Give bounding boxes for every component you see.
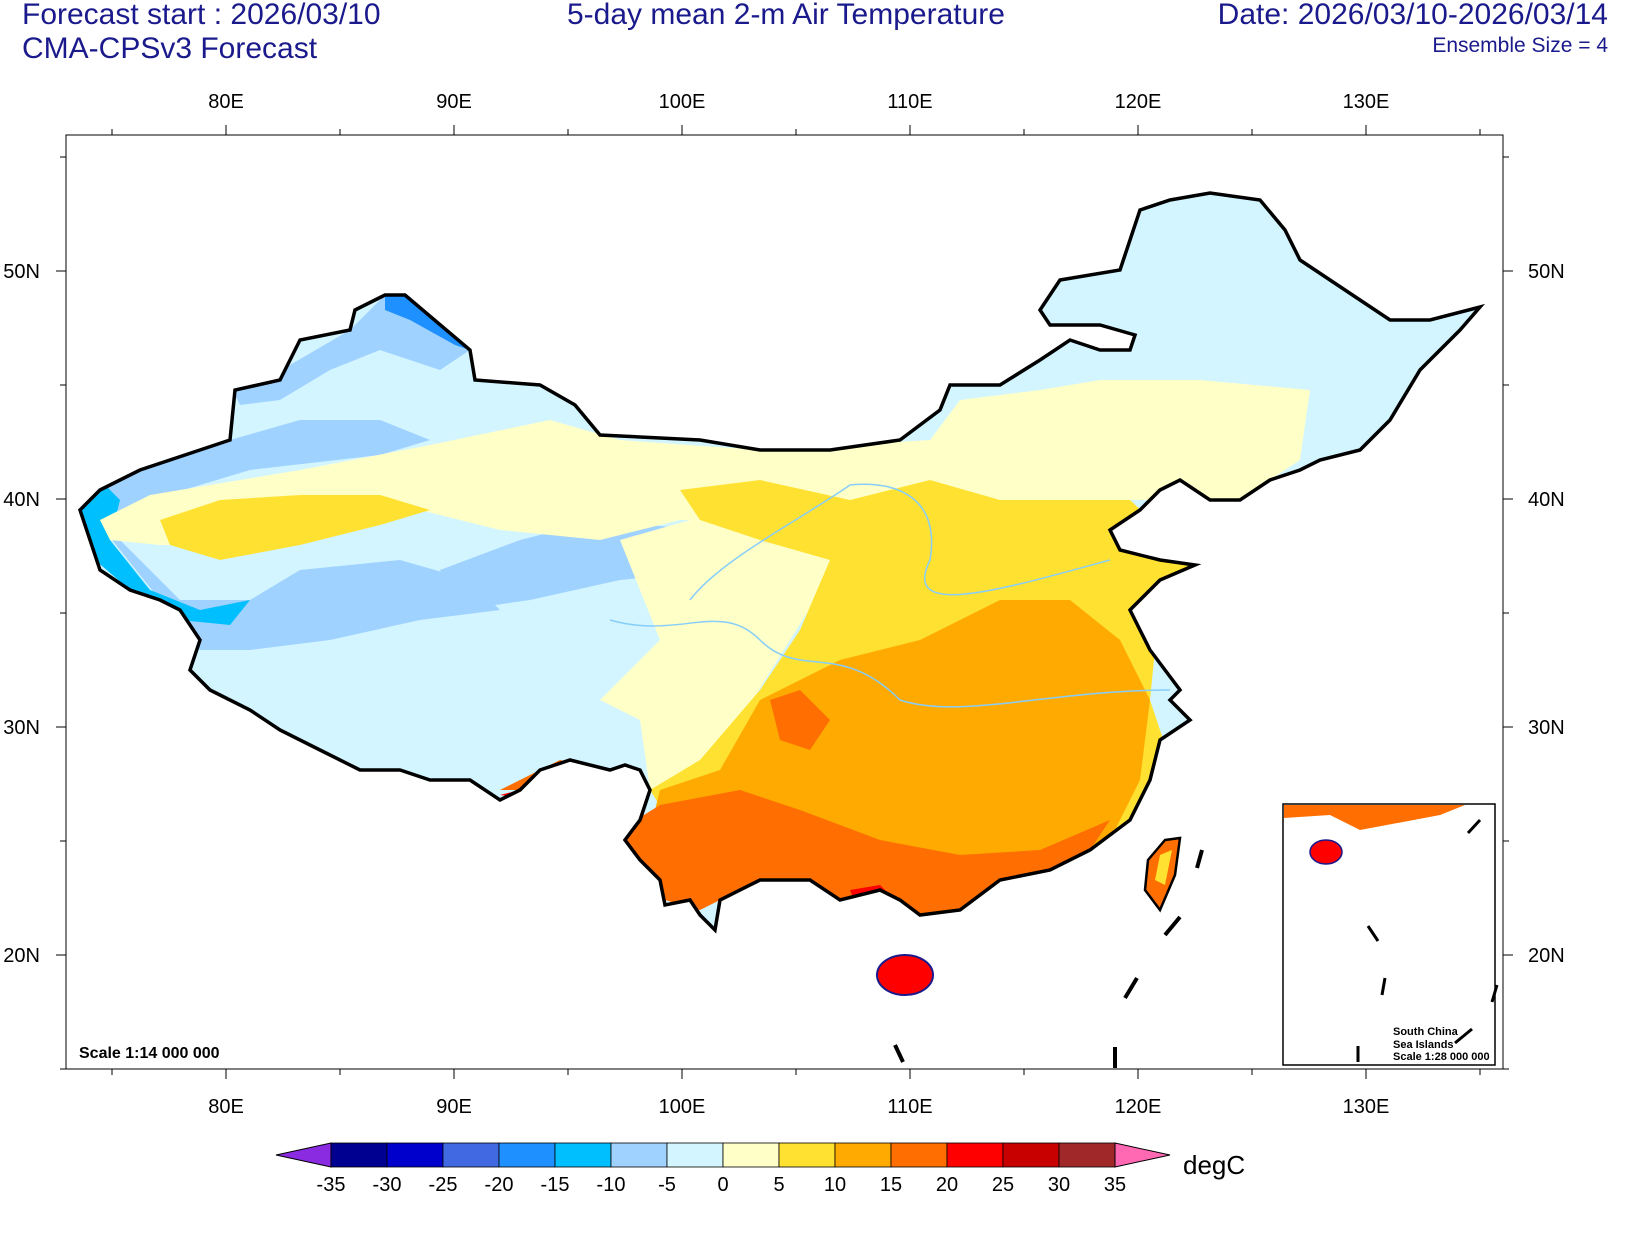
colorbar-level-label: -30 <box>373 1174 402 1196</box>
lat-label-left: 40N <box>3 489 40 511</box>
band-5-10-xinjiang-basin <box>160 495 430 560</box>
model-label: CMA-CPSv3 Forecast <box>22 32 318 65</box>
colorbar-level-label: 20 <box>936 1174 958 1196</box>
colorbar-level-label: 0 <box>717 1174 728 1196</box>
colorbar-segment <box>386 1142 444 1168</box>
colorbar-level-label: -25 <box>429 1174 458 1196</box>
band-minus20-minus15-altai <box>385 295 470 350</box>
inset-label-line1: South China <box>1393 1026 1459 1038</box>
inset-scale-label: Scale 1:28 000 000 <box>1393 1051 1490 1063</box>
colorbar: -35 -30 -25 -20 -15 -10 -5 0 5 10 15 20 25 30 35 degC <box>275 1142 1245 1196</box>
lon-label-top: 130E <box>1343 91 1390 113</box>
colorbar-level-label: -5 <box>658 1174 676 1196</box>
lat-label-left: 30N <box>3 717 40 739</box>
ensemble-size-label: Ensemble Size = 4 <box>1432 34 1608 57</box>
forecast-start-label: Forecast start : 2026/03/10 <box>22 0 381 31</box>
yangtze-river <box>609 619 1171 708</box>
band-15-20-south <box>620 790 1110 915</box>
colorbar-level-label: 15 <box>880 1174 902 1196</box>
colorbar-segment <box>442 1142 500 1168</box>
lon-label-top: 90E <box>436 91 472 113</box>
lon-label-bottom: 120E <box>1115 1096 1162 1118</box>
band-15-20-sichuan <box>770 690 830 750</box>
colorbar-segment <box>1058 1142 1116 1168</box>
lon-label-top: 100E <box>659 91 706 113</box>
colorbar-level-label: -35 <box>317 1174 346 1196</box>
inset-label-line2: Sea Islands <box>1393 1039 1454 1051</box>
lat-label-right: 40N <box>1528 489 1565 511</box>
lat-label-right: 20N <box>1528 945 1565 967</box>
colorbar-level-label: 5 <box>773 1174 784 1196</box>
band-minus10-minus5-north-xinjiang <box>230 295 470 405</box>
colorbar-level-label: 10 <box>824 1174 846 1196</box>
band-0-5-central <box>600 500 840 790</box>
lon-label-bottom: 80E <box>208 1096 244 1118</box>
colorbar-segment <box>890 1142 948 1168</box>
colorbar-level-label: -15 <box>541 1174 570 1196</box>
colorbar-segment <box>722 1142 780 1168</box>
colorbar-level-label: 30 <box>1048 1174 1070 1196</box>
colorbar-level-label: 35 <box>1104 1174 1126 1196</box>
colorbar-segment <box>1002 1142 1060 1168</box>
yellow-river <box>689 483 1111 601</box>
lat-label-left: 50N <box>3 261 40 283</box>
colorbar-segment <box>946 1142 1004 1168</box>
colorbar-segment <box>778 1142 836 1168</box>
lat-label-left: 20N <box>3 945 40 967</box>
colorbar-segment <box>554 1142 612 1168</box>
lon-label-bottom: 90E <box>436 1096 472 1118</box>
colorbar-under-triangle <box>275 1142 332 1168</box>
lon-label-top: 80E <box>208 91 244 113</box>
inset-hainan <box>1309 839 1343 865</box>
lat-label-right: 30N <box>1528 717 1565 739</box>
lon-label-bottom: 110E <box>887 1096 932 1118</box>
map-axes: 80E 80E 90E 90E 100E 100E 110E 110E 120E 120E 130E… <box>3 91 1564 1118</box>
colorbar-segment <box>610 1142 668 1168</box>
map-scale-label: Scale 1:14 000 000 <box>79 1045 220 1062</box>
date-range-label: Date: 2026/03/10-2026/03/14 <box>1218 0 1608 31</box>
band-minus10-minus5-xinjiang <box>80 420 500 650</box>
colorbar-level-label: 25 <box>992 1174 1014 1196</box>
lon-label-bottom: 100E <box>659 1096 706 1118</box>
lon-label-bottom: 130E <box>1343 1096 1390 1118</box>
colorbar-level-label: -20 <box>485 1174 514 1196</box>
colorbar-level-label: -10 <box>597 1174 626 1196</box>
taiwan-interior <box>1155 850 1172 885</box>
lon-label-top: 110E <box>887 91 932 113</box>
south-china-sea-inset: South China Sea Islands Scale 1:28 000 0… <box>1282 803 1499 1066</box>
hainan-island <box>876 954 934 996</box>
colorbar-segment <box>834 1142 892 1168</box>
inset-dash-line <box>1356 818 1499 1062</box>
colorbar-segment <box>330 1142 388 1168</box>
inset-mainland <box>1284 805 1465 830</box>
lon-label-top: 120E <box>1115 91 1162 113</box>
colorbar-segment <box>666 1142 724 1168</box>
colorbar-segment <box>498 1142 556 1168</box>
colorbar-unit-label: degC <box>1183 1150 1245 1180</box>
nine-dash-line <box>893 849 1204 1068</box>
chart-title: 5-day mean 2-m Air Temperature <box>567 0 1005 31</box>
lat-label-right: 50N <box>1528 261 1565 283</box>
colorbar-over-triangle <box>1114 1142 1171 1168</box>
